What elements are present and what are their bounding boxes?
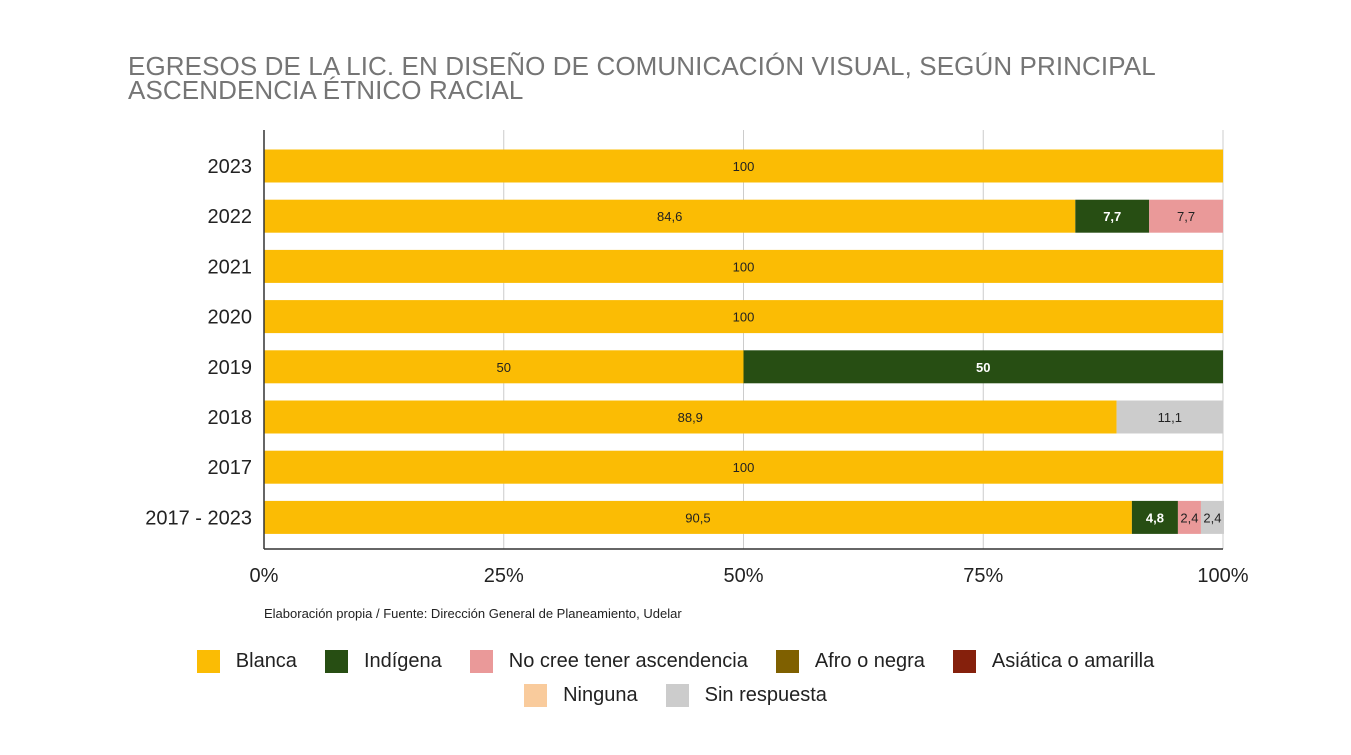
bar-segment [1200,500,1224,534]
x-tick-label: 50% [723,565,763,587]
bar-segment [1116,400,1223,434]
category-label: 2017 - 2023 [145,507,252,529]
legend-item: No cree tener ascendencia [469,649,748,673]
legend-swatch [952,649,976,673]
legend-swatch [524,683,548,707]
category-label: 2020 [208,307,253,329]
bars [264,149,1224,534]
bar-segment [1177,500,1201,534]
legend-label: Sin respuesta [704,683,827,706]
bar-segment [264,300,1223,334]
legend-swatch [324,649,348,673]
chart-title: EGRESOS DE LA LIC. EN DISEÑO DE COMUNICA… [128,51,1155,105]
bar-segment [743,350,1223,384]
data-label: 100 [733,259,755,274]
x-tick-label: 0% [250,565,279,587]
data-label: 4,8 [1146,510,1164,525]
data-label: 50 [976,360,990,375]
x-tick-label: 25% [484,565,524,587]
x-tick-label: 100% [1197,565,1248,587]
bar-segment [264,149,1223,183]
legend-label: Ninguna [563,683,638,706]
x-tick-label: 75% [963,565,1003,587]
bar-segment [264,249,1223,283]
bar-segment [1131,500,1178,534]
category-label: 2018 [208,407,253,429]
data-label: 88,9 [678,410,703,425]
data-label: 11,1 [1158,410,1182,425]
data-label: 100 [733,159,755,174]
bar-segment [264,450,1223,484]
category-label: 2022 [208,206,253,228]
bar-segment [264,199,1076,233]
bar-segment [264,500,1132,534]
data-label: 90,5 [685,510,710,525]
data-label: 100 [733,310,755,325]
legend-row: Ninguna Sin respuesta [0,680,1351,710]
legend-swatch [196,649,220,673]
legend-label: Blanca [235,649,297,672]
bar-segment [1075,199,1150,233]
bar-segment [1149,199,1223,233]
legend-swatch [665,683,689,707]
legend-label: Afro o negra [814,649,925,672]
data-label: 2,4 [1180,510,1198,525]
legend-item: Afro o negra [775,649,925,673]
source-note: Elaboración propia / Fuente: Dirección G… [264,606,682,621]
axes: 0% 25% 50% 75% 100% 2023 2022 2021 2020 2019 2018 2… [145,130,1249,587]
data-label: 2,4 [1203,510,1221,525]
category-label: 2017 [208,457,253,479]
legend-item: Indígena [324,649,442,673]
data-label: 100 [733,460,755,475]
data-label: 7,7 [1103,209,1121,224]
legend-swatch [469,649,493,673]
legend-label: Asiática o amarilla [991,649,1155,672]
category-label: 2019 [208,357,253,379]
legend-item: Blanca [196,649,297,673]
legend-item: Asiática o amarilla [952,649,1155,673]
category-label: 2021 [208,256,253,278]
category-label: 2023 [208,156,253,178]
data-label: 7,7 [1177,209,1195,224]
legend-label: Indígena [363,649,442,672]
bar-segment [264,350,744,384]
legend-item: Ninguna [524,683,638,707]
data-label: 84,6 [657,209,682,224]
legend-row: Blanca Indígena No cree tener ascendencia A… [0,646,1351,676]
legend: Blanca Indígena No cree tener ascendencia A… [0,646,1351,714]
data-label: 50 [497,360,511,375]
legend-label: No cree tener ascendencia [508,649,748,672]
gridlines [503,130,1224,549]
data-labels: 100 84,6 7,7 7,7 100 100 50 50 88,9 11,1 100 90,5 4,… [497,159,1222,525]
legend-item: Sin respuesta [665,683,827,707]
legend-swatch [775,649,799,673]
bar-segment [264,400,1117,434]
